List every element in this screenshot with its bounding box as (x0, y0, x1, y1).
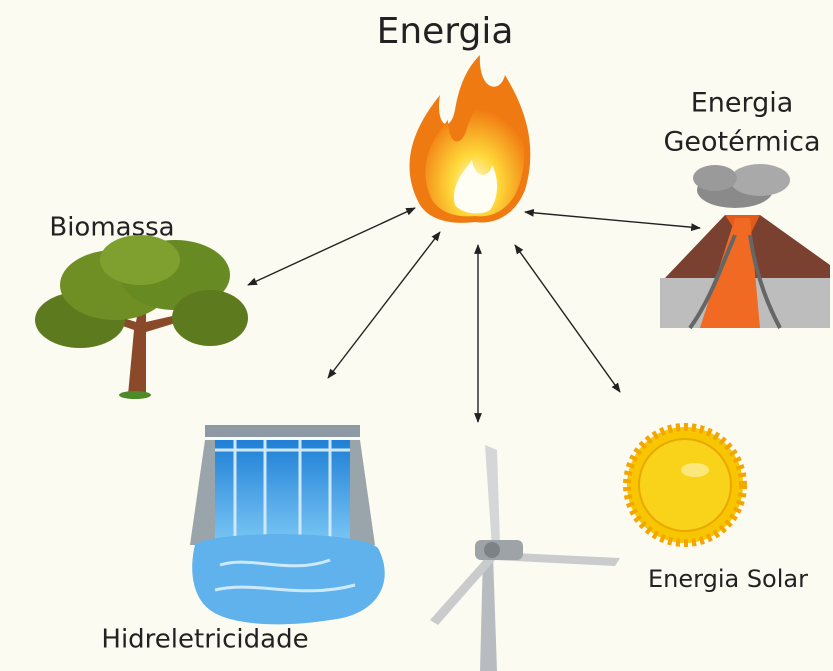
dam-icon (190, 425, 385, 624)
node-label: Energia (691, 88, 794, 119)
diagram: Energia Energia Geotérmica Biomassa (0, 0, 833, 671)
node-label: Hidreletricidade (101, 625, 308, 655)
node-label: Geotérmica (663, 127, 820, 158)
node-label: Energia Solar (648, 565, 808, 593)
title: Energia (377, 11, 514, 52)
sun-icon (627, 427, 743, 543)
page: {"title": "Energia", "nodes": [ {"label_… (0, 0, 833, 671)
